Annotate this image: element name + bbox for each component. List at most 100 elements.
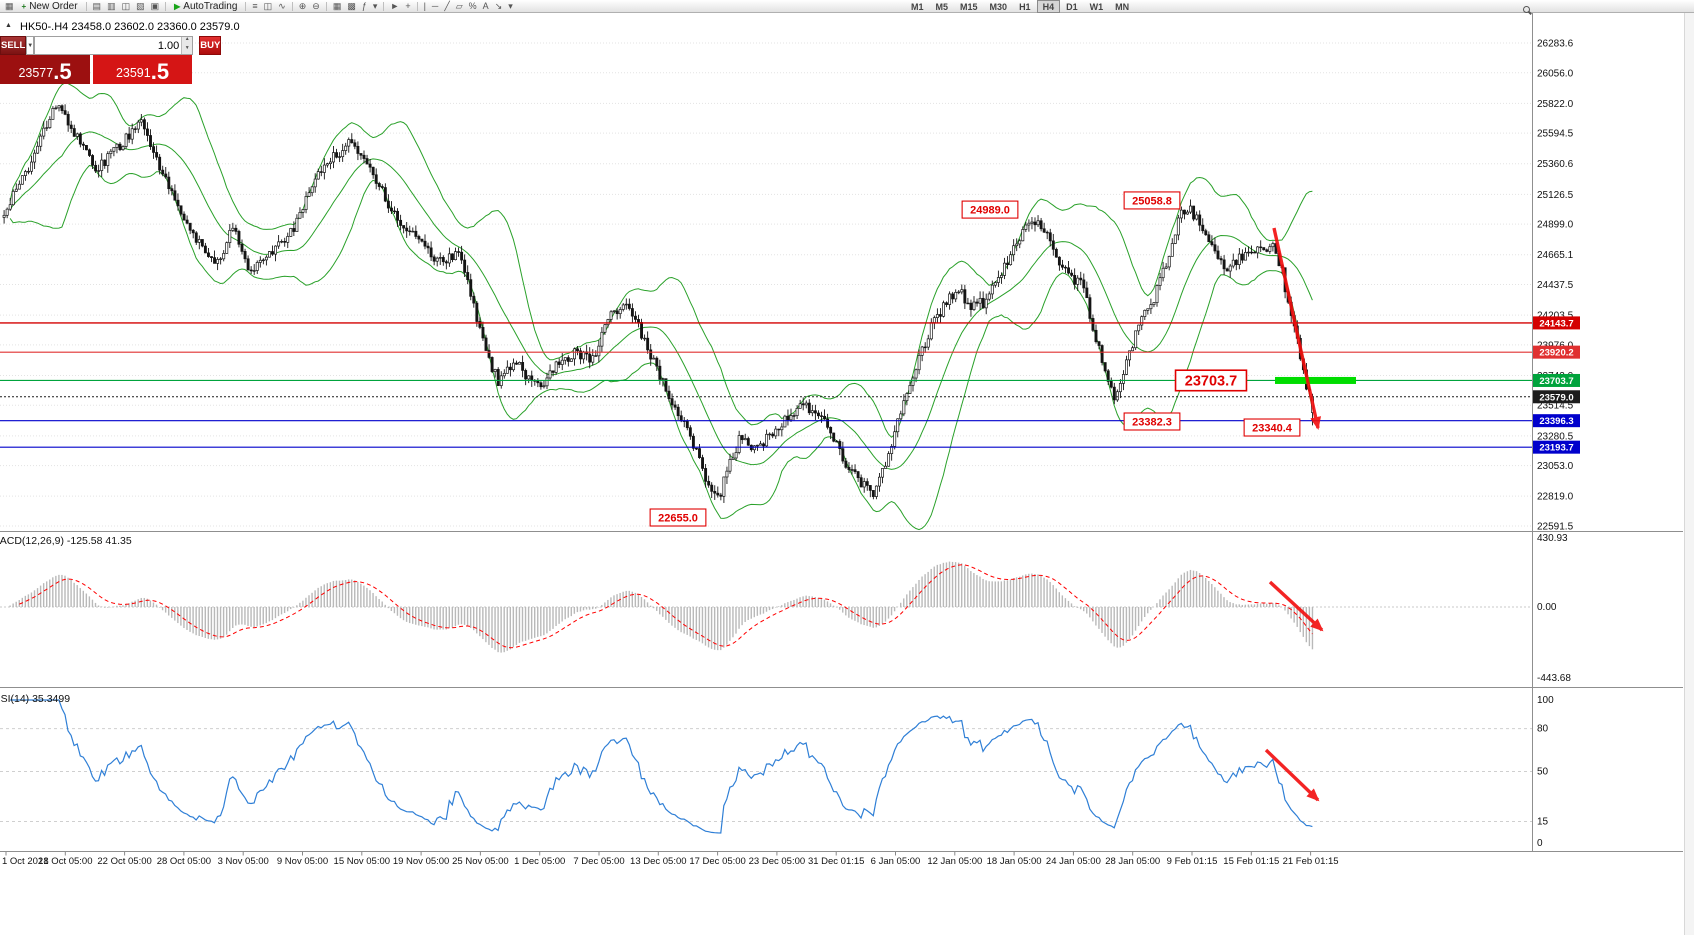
timeframe-h1-button[interactable]: H1: [1013, 0, 1037, 13]
svg-text:22591.5: 22591.5: [1537, 521, 1574, 532]
sell-button[interactable]: SELL: [0, 36, 27, 55]
text-label-icon[interactable]: A: [482, 1, 489, 11]
macd-trend-arrow[interactable]: [1268, 580, 1324, 632]
bar-chart-type-icon[interactable]: ≡: [252, 1, 258, 11]
navigator-icon[interactable]: ▧: [136, 1, 145, 11]
profiles-icon[interactable]: ▤: [92, 1, 102, 11]
horizontal-line-icon[interactable]: ─: [431, 1, 439, 11]
tile-windows-icon[interactable]: ▦: [332, 1, 342, 11]
svg-text:1 Dec 05:00: 1 Dec 05:00: [514, 856, 565, 867]
bid-price[interactable]: 23577.5: [0, 55, 90, 84]
candlestick-series: [2, 104, 1314, 503]
toolbar-separator: [383, 1, 385, 11]
svg-text:23280.5: 23280.5: [1537, 431, 1574, 442]
cascade-windows-icon[interactable]: ▩: [347, 1, 356, 11]
timeframe-mn-button[interactable]: MN: [1109, 0, 1135, 13]
zoom-in-icon[interactable]: ⊕: [298, 1, 307, 11]
chart-symbol-title: HK50-.H4 23458.0 23602.0 23360.0 23579.0: [20, 21, 240, 33]
bid-price-pips: .5: [53, 59, 72, 84]
svg-text:23193.7: 23193.7: [1539, 443, 1573, 454]
toolbar-separator: [165, 1, 167, 11]
data-window-icon[interactable]: ◫: [121, 1, 131, 11]
rsi-trend-arrow[interactable]: [1264, 748, 1320, 802]
autotrading-button[interactable]: ▶ AutoTrading: [170, 0, 241, 12]
svg-text:24665.1: 24665.1: [1537, 250, 1574, 261]
toolbar-separator: [245, 1, 247, 11]
arrow-object-icon[interactable]: ↘: [494, 1, 503, 11]
svg-text:-443.68: -443.68: [1537, 673, 1571, 684]
timeframe-m15-button[interactable]: M15: [954, 0, 984, 13]
line-chart-type-icon[interactable]: ∿: [278, 1, 286, 11]
svg-text:0: 0: [1537, 838, 1543, 849]
main-trend-arrow[interactable]: [1272, 227, 1322, 430]
rsi-axis[interactable]: 100 80 50 15 0: [1537, 695, 1554, 849]
svg-text:23514.5: 23514.5: [1537, 401, 1574, 412]
chart-canvas[interactable]: 24989.0 25058.8 23703.7 23382.3 23340.4 22655…: [0, 13, 1694, 935]
candlestick-chart-type-icon[interactable]: ◫: [263, 1, 273, 11]
svg-text:100: 100: [1537, 695, 1554, 706]
svg-text:24437.5: 24437.5: [1537, 280, 1574, 291]
new-order-button[interactable]: + New Order: [18, 0, 82, 12]
svg-text:19 Nov 05:00: 19 Nov 05:00: [393, 856, 450, 867]
indicators-icon[interactable]: ƒ: [361, 1, 367, 11]
horizontal-level-lines[interactable]: [0, 322, 1532, 448]
ask-price[interactable]: 23591.5: [93, 55, 192, 84]
search-icon[interactable]: [1518, 1, 1534, 13]
svg-text:23053.0: 23053.0: [1537, 461, 1574, 472]
vertical-line-icon[interactable]: |: [423, 1, 426, 11]
timeframe-d1-button[interactable]: D1: [1060, 0, 1084, 13]
volume-dropdown[interactable]: ▼: [26, 36, 35, 55]
volume-input[interactable]: [35, 37, 182, 54]
timeframe-m30-button[interactable]: M30: [984, 0, 1014, 13]
chart-window-icon[interactable]: ▦: [5, 1, 14, 11]
support-zone-bar[interactable]: [1275, 376, 1356, 384]
svg-text:28 Jan 05:00: 28 Jan 05:00: [1105, 856, 1160, 867]
price-axis[interactable]: 26283.6 26056.0 25822.0 25594.5 25360.6 25126…: [1537, 39, 1574, 533]
svg-text:50: 50: [1537, 767, 1549, 778]
rsi-level-lines: [0, 728, 1532, 823]
svg-text:22655.0: 22655.0: [658, 512, 698, 524]
svg-text:26056.0: 26056.0: [1537, 68, 1574, 79]
equidistant-channel-icon[interactable]: ▱: [455, 1, 463, 11]
zoom-out-icon[interactable]: ⊖: [312, 1, 320, 11]
svg-text:28 Oct 05:00: 28 Oct 05:00: [157, 856, 211, 867]
toolbar-separator: [416, 1, 418, 11]
svg-text:22 Oct 05:00: 22 Oct 05:00: [97, 856, 151, 867]
timeframe-w1-button[interactable]: W1: [1084, 0, 1110, 13]
toolbar-separator: [291, 1, 293, 11]
vertical-scrollbar[interactable]: [1684, 13, 1694, 935]
svg-text:18 Oct 05:00: 18 Oct 05:00: [38, 856, 92, 867]
new-order-button-icon: +: [21, 1, 27, 11]
timeframe-m1-button[interactable]: M1: [905, 0, 930, 13]
one-click-collapse-icon[interactable]: ▲: [5, 22, 12, 29]
timeframe-m5-button[interactable]: M5: [930, 0, 955, 13]
buy-button[interactable]: BUY: [199, 36, 222, 55]
svg-text:23579.0: 23579.0: [1539, 392, 1573, 403]
shapes-caret-icon[interactable]: ▾: [508, 1, 513, 11]
svg-text:6 Jan 05:00: 6 Jan 05:00: [871, 856, 921, 867]
svg-text:25 Nov 05:00: 25 Nov 05:00: [452, 856, 509, 867]
magnifier-glyph: [1522, 6, 1530, 13]
toolbar-separator: [85, 1, 87, 11]
timeframe-h4-button[interactable]: H4: [1036, 0, 1061, 13]
price-annotations[interactable]: 24989.0 25058.8 23703.7 23382.3 23340.4 22655…: [649, 191, 1301, 527]
svg-text:23703.7: 23703.7: [1539, 376, 1573, 387]
svg-text:23703.7: 23703.7: [1185, 374, 1237, 390]
svg-text:24989.0: 24989.0: [970, 204, 1010, 216]
svg-text:18 Jan 05:00: 18 Jan 05:00: [987, 856, 1042, 867]
macd-axis[interactable]: 430.93 0.00 -443.68: [1537, 533, 1571, 684]
volume-down-icon[interactable]: ▼: [182, 45, 193, 54]
cursor-icon[interactable]: ►: [390, 1, 400, 11]
svg-text:31 Dec 01:15: 31 Dec 01:15: [808, 856, 865, 867]
crosshair-icon[interactable]: +: [405, 1, 411, 11]
trendline-icon[interactable]: ╱: [444, 1, 450, 11]
fibonacci-icon[interactable]: %: [468, 1, 477, 11]
volume-up-icon[interactable]: ▲: [182, 37, 193, 46]
svg-text:24203.5: 24203.5: [1537, 311, 1574, 322]
market-watch-icon[interactable]: ▥: [107, 1, 116, 11]
svg-text:9 Nov 05:00: 9 Nov 05:00: [277, 856, 328, 867]
terminal-icon[interactable]: ▣: [150, 1, 160, 11]
indicators-caret-icon[interactable]: ▾: [372, 1, 378, 11]
